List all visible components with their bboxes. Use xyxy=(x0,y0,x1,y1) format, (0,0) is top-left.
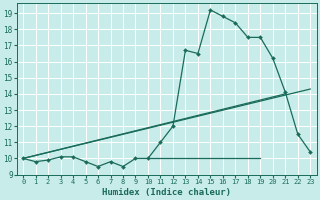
X-axis label: Humidex (Indice chaleur): Humidex (Indice chaleur) xyxy=(102,188,231,197)
